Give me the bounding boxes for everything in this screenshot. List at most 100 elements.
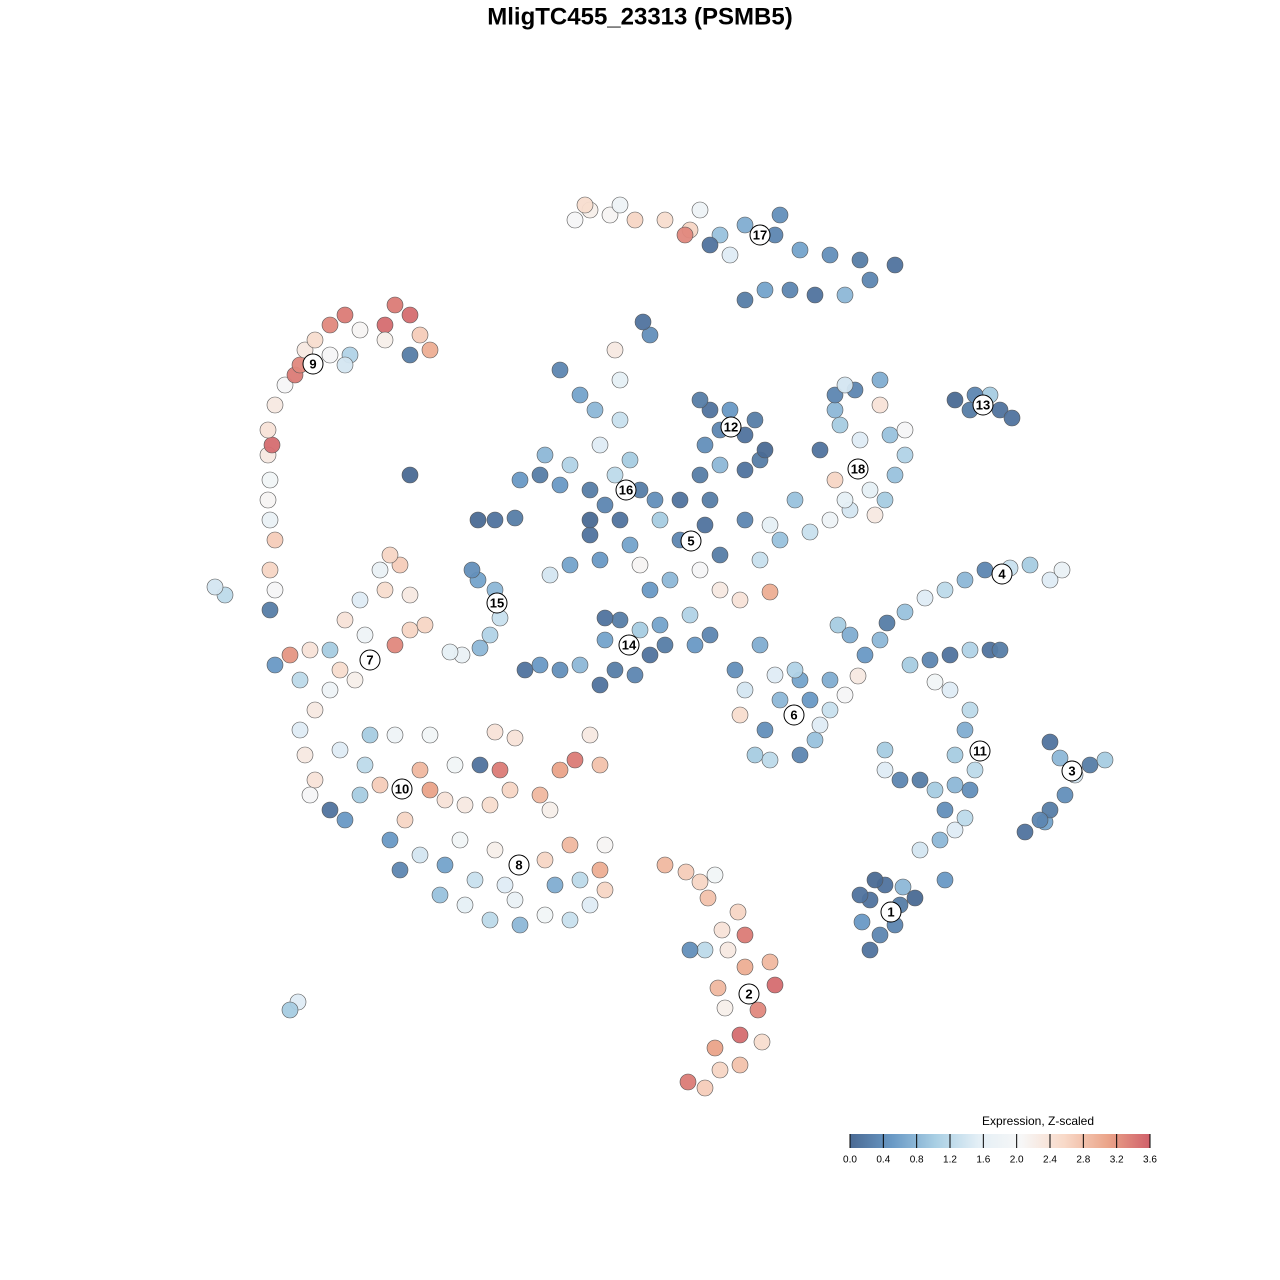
point (401, 466, 419, 484)
point (716, 999, 734, 1017)
point (691, 561, 709, 579)
point (731, 706, 749, 724)
point (606, 341, 624, 359)
point (591, 551, 609, 569)
point (856, 646, 874, 664)
point (866, 871, 884, 889)
point (691, 201, 709, 219)
point (886, 256, 904, 274)
point (621, 536, 639, 554)
point (677, 863, 695, 881)
point (861, 481, 879, 499)
point (301, 786, 319, 804)
colorbar-tick-label: 3.6 (1143, 1155, 1157, 1166)
point (566, 751, 584, 769)
point (336, 356, 354, 374)
cluster-label: 12 (720, 416, 742, 438)
point (861, 271, 879, 289)
point (351, 321, 369, 339)
point (411, 761, 429, 779)
point (746, 411, 764, 429)
legend-title: Expression, Z-scaled (982, 1114, 1094, 1128)
point (726, 661, 744, 679)
point (831, 416, 849, 434)
point (746, 746, 764, 764)
point (596, 631, 614, 649)
point (591, 756, 609, 774)
point (946, 746, 964, 764)
cluster-label: 3 (1061, 760, 1083, 782)
point (296, 746, 314, 764)
cluster-label-text: 1 (887, 904, 894, 919)
point (719, 941, 737, 959)
cluster-label: 1 (880, 901, 902, 923)
point (901, 656, 919, 674)
point (709, 979, 727, 997)
point (1056, 786, 1074, 804)
point (641, 646, 659, 664)
point (721, 246, 739, 264)
point (531, 466, 549, 484)
point (336, 306, 354, 324)
point (936, 871, 954, 889)
point (401, 306, 419, 324)
point (641, 581, 659, 599)
cluster-label-bg (783, 704, 805, 726)
point (571, 656, 589, 674)
point (871, 396, 889, 414)
point (1081, 756, 1099, 774)
point (791, 241, 809, 259)
point (711, 1061, 729, 1079)
point (463, 561, 481, 579)
point (586, 401, 604, 419)
point (571, 386, 589, 404)
point (756, 281, 774, 299)
cluster-label-text: 6 (790, 707, 797, 722)
points (206, 196, 1114, 1097)
point (751, 636, 769, 654)
point (386, 726, 404, 744)
point (466, 871, 484, 889)
point (561, 456, 579, 474)
point (611, 196, 629, 214)
cluster-label-bg (615, 479, 637, 501)
point (976, 561, 994, 579)
point (731, 1026, 749, 1044)
point (626, 666, 644, 684)
point (671, 491, 689, 509)
point (621, 451, 639, 469)
point (956, 809, 974, 827)
cluster-label-bg (720, 416, 742, 438)
cluster-label-text: 10 (395, 781, 409, 796)
point (576, 196, 594, 214)
point (591, 861, 609, 879)
point (786, 661, 804, 679)
point (853, 913, 871, 931)
point (766, 666, 784, 684)
point (656, 856, 674, 874)
point (259, 491, 277, 509)
cluster-label-bg (1061, 760, 1083, 782)
point (456, 896, 474, 914)
point (561, 836, 579, 854)
point (281, 646, 299, 664)
cluster-label: 11 (969, 740, 991, 762)
point (541, 566, 559, 584)
point (551, 361, 569, 379)
point (481, 796, 499, 814)
point (481, 911, 499, 929)
point (691, 466, 709, 484)
point (263, 436, 281, 454)
point (696, 516, 714, 534)
cluster-label-text: 3 (1068, 763, 1075, 778)
point (321, 681, 339, 699)
point (713, 921, 731, 939)
point (611, 511, 629, 529)
cluster-label-bg (486, 592, 508, 614)
point (696, 1079, 714, 1097)
cluster-label-text: 4 (998, 566, 1006, 581)
point (581, 896, 599, 914)
colorbar-tick-label: 2.4 (1043, 1155, 1057, 1166)
point (456, 796, 474, 814)
cluster-label: 16 (615, 479, 637, 501)
